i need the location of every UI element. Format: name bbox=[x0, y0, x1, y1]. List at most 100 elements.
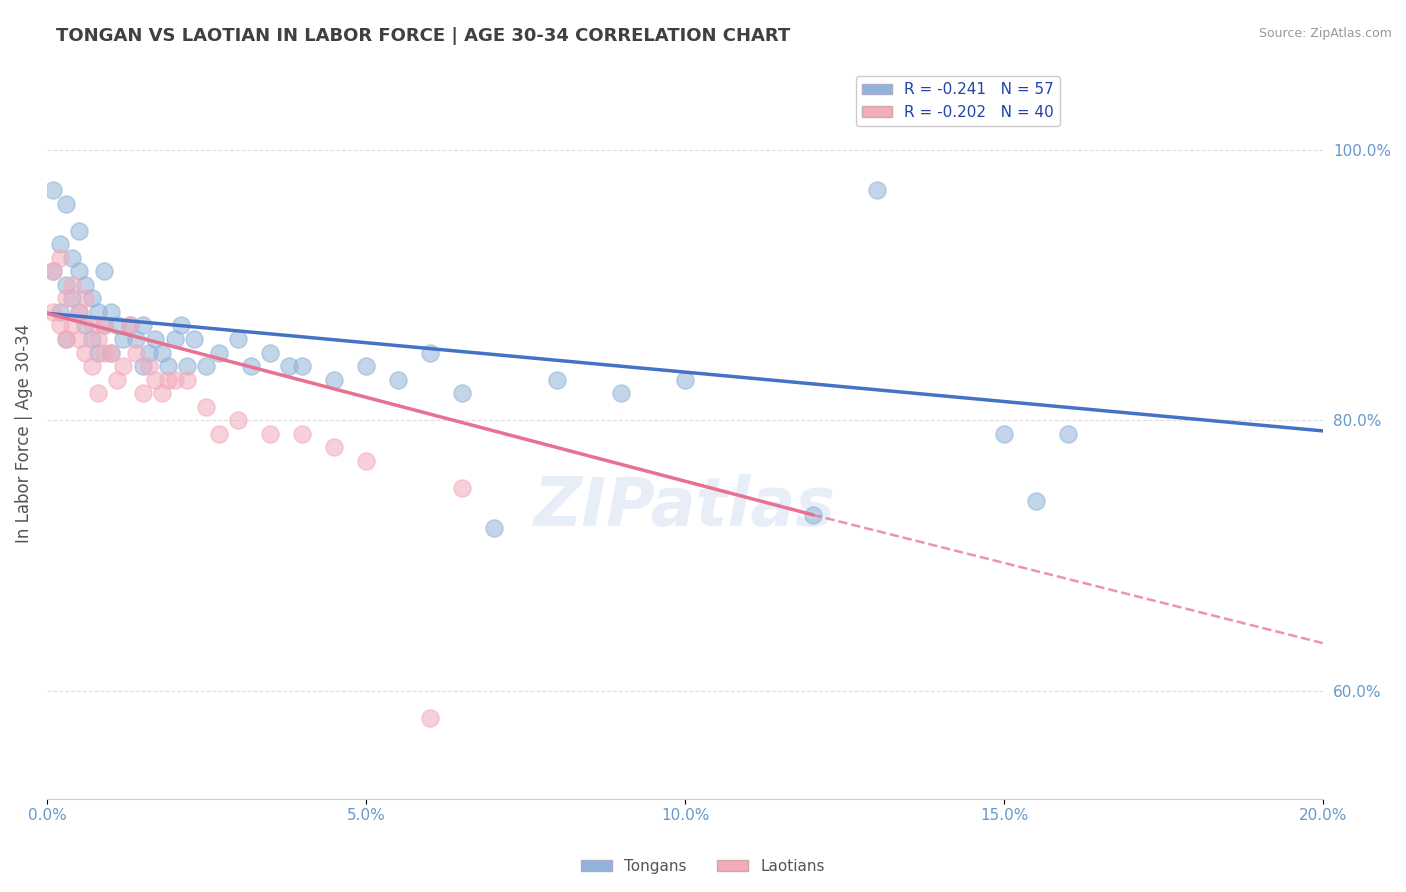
Point bbox=[1025, 494, 1047, 508]
Point bbox=[80, 332, 103, 346]
Text: TONGAN VS LAOTIAN IN LABOR FORCE | AGE 30-34 CORRELATION CHART: TONGAN VS LAOTIAN IN LABOR FORCE | AGE 3… bbox=[56, 27, 790, 45]
Point bbox=[62, 251, 84, 265]
Point bbox=[118, 318, 141, 333]
Point bbox=[323, 373, 346, 387]
Point bbox=[195, 359, 218, 373]
Point bbox=[450, 481, 472, 495]
Y-axis label: In Labor Force | Age 30-34: In Labor Force | Age 30-34 bbox=[15, 324, 32, 543]
Point bbox=[112, 359, 135, 373]
Point bbox=[125, 332, 148, 346]
Point bbox=[62, 277, 84, 292]
Point bbox=[354, 453, 377, 467]
Point bbox=[801, 508, 824, 522]
Point bbox=[610, 386, 633, 401]
Point bbox=[62, 318, 84, 333]
Point bbox=[55, 292, 77, 306]
Point bbox=[387, 373, 409, 387]
Point bbox=[195, 400, 218, 414]
Point bbox=[291, 359, 314, 373]
Point bbox=[482, 521, 505, 535]
Point bbox=[48, 251, 70, 265]
Point bbox=[131, 386, 153, 401]
Point bbox=[55, 196, 77, 211]
Point bbox=[93, 318, 115, 333]
Point bbox=[67, 332, 90, 346]
Point bbox=[75, 318, 97, 333]
Point bbox=[48, 237, 70, 252]
Point bbox=[278, 359, 301, 373]
Point bbox=[1057, 426, 1080, 441]
Point bbox=[55, 332, 77, 346]
Point bbox=[67, 305, 90, 319]
Point bbox=[48, 318, 70, 333]
Point bbox=[208, 345, 231, 359]
Point bbox=[67, 264, 90, 278]
Point bbox=[323, 440, 346, 454]
Point bbox=[42, 183, 65, 197]
Point bbox=[87, 332, 110, 346]
Point bbox=[450, 386, 472, 401]
Point bbox=[176, 359, 198, 373]
Point bbox=[93, 318, 115, 333]
Point bbox=[80, 318, 103, 333]
Point bbox=[546, 373, 568, 387]
Point bbox=[138, 345, 160, 359]
Point bbox=[163, 373, 186, 387]
Point bbox=[673, 373, 696, 387]
Point bbox=[75, 345, 97, 359]
Point bbox=[80, 292, 103, 306]
Point bbox=[157, 373, 180, 387]
Point bbox=[118, 318, 141, 333]
Point bbox=[112, 332, 135, 346]
Point bbox=[176, 373, 198, 387]
Point bbox=[131, 359, 153, 373]
Point bbox=[993, 426, 1015, 441]
Point bbox=[87, 345, 110, 359]
Point bbox=[145, 332, 167, 346]
Point bbox=[55, 332, 77, 346]
Point bbox=[48, 305, 70, 319]
Point bbox=[93, 345, 115, 359]
Text: ZIPatlas: ZIPatlas bbox=[534, 474, 837, 540]
Point bbox=[419, 345, 441, 359]
Point bbox=[80, 359, 103, 373]
Point bbox=[163, 332, 186, 346]
Point bbox=[419, 711, 441, 725]
Point bbox=[42, 264, 65, 278]
Point bbox=[228, 413, 250, 427]
Point bbox=[100, 345, 122, 359]
Point bbox=[125, 345, 148, 359]
Text: Source: ZipAtlas.com: Source: ZipAtlas.com bbox=[1258, 27, 1392, 40]
Point bbox=[42, 305, 65, 319]
Point bbox=[87, 305, 110, 319]
Point bbox=[150, 345, 173, 359]
Point bbox=[100, 305, 122, 319]
Point bbox=[105, 373, 128, 387]
Point bbox=[42, 264, 65, 278]
Point bbox=[55, 277, 77, 292]
Point bbox=[354, 359, 377, 373]
Point bbox=[67, 305, 90, 319]
Point bbox=[291, 426, 314, 441]
Point bbox=[150, 386, 173, 401]
Legend: R = -0.241   N = 57, R = -0.202   N = 40: R = -0.241 N = 57, R = -0.202 N = 40 bbox=[856, 76, 1060, 126]
Point bbox=[105, 318, 128, 333]
Point bbox=[865, 183, 887, 197]
Point bbox=[67, 224, 90, 238]
Point bbox=[228, 332, 250, 346]
Point bbox=[259, 426, 281, 441]
Point bbox=[62, 292, 84, 306]
Point bbox=[138, 359, 160, 373]
Point bbox=[170, 318, 193, 333]
Point bbox=[87, 386, 110, 401]
Point bbox=[93, 264, 115, 278]
Legend: Tongans, Laotians: Tongans, Laotians bbox=[575, 853, 831, 880]
Point bbox=[240, 359, 263, 373]
Point bbox=[157, 359, 180, 373]
Point bbox=[145, 373, 167, 387]
Point bbox=[75, 292, 97, 306]
Point bbox=[100, 345, 122, 359]
Point bbox=[183, 332, 205, 346]
Point bbox=[75, 277, 97, 292]
Point bbox=[208, 426, 231, 441]
